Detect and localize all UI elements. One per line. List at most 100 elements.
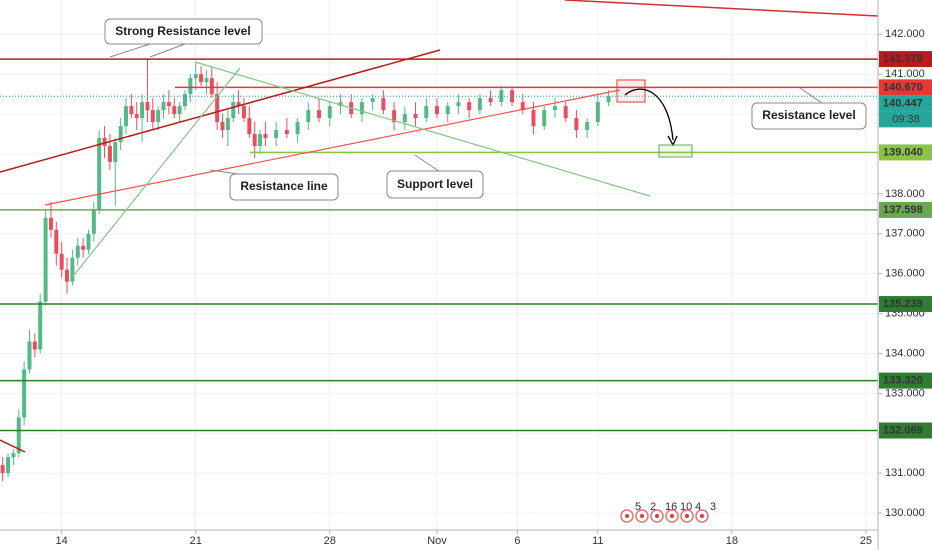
- candle-body: [488, 98, 493, 103]
- event-dot: [670, 514, 674, 518]
- candle-body: [574, 118, 579, 131]
- callout-text: Support level: [397, 177, 473, 191]
- event-dot: [700, 514, 704, 518]
- callout-box: [104, 18, 263, 45]
- candle-body: [0, 465, 5, 474]
- event-dot: [685, 514, 689, 518]
- candle-body: [166, 102, 171, 107]
- level-label-bg: [879, 201, 932, 218]
- candle-body: [145, 102, 150, 111]
- candle-body: [552, 106, 557, 111]
- candle-body: [220, 122, 225, 131]
- candle-body: [124, 106, 129, 127]
- event-count: 2: [650, 501, 656, 513]
- candle-body: [188, 78, 193, 95]
- candle-body: [65, 269, 70, 282]
- candle-body: [359, 102, 364, 115]
- x-tick-label: 25: [860, 535, 872, 547]
- candle-body: [295, 122, 300, 135]
- candle-body: [531, 110, 536, 127]
- level-label-bg: [879, 372, 932, 389]
- candle-body: [6, 457, 11, 474]
- candle-body: [38, 301, 43, 350]
- trend-line: [0, 439, 26, 453]
- level-label: 132.069: [883, 424, 923, 436]
- candle-body: [204, 78, 209, 83]
- event-dot: [625, 514, 629, 518]
- candle-body: [48, 217, 53, 230]
- candle-body: [563, 106, 568, 119]
- candle-body: [22, 369, 27, 418]
- candle-body: [274, 130, 279, 139]
- candle-body: [381, 98, 386, 111]
- callout-box: [386, 170, 484, 199]
- candle-body: [75, 245, 80, 258]
- candle-body: [59, 253, 64, 270]
- candle-body: [225, 118, 230, 131]
- candle-body: [477, 98, 482, 111]
- level-label-bg: [879, 79, 932, 96]
- candle-body: [118, 126, 123, 143]
- countdown-bg: [879, 111, 932, 128]
- candle-body: [595, 102, 600, 123]
- candle-body: [156, 110, 161, 123]
- candle-body: [231, 102, 236, 119]
- callout-box: [229, 173, 339, 201]
- candle-body: [161, 102, 166, 111]
- candle-body: [542, 110, 547, 127]
- level-label: 139.040: [883, 146, 923, 158]
- level-label-bg: [879, 95, 932, 112]
- trend-line: [0, 49, 441, 173]
- candle-body: [241, 106, 246, 119]
- level-label: 133.320: [883, 375, 923, 387]
- candle-body: [585, 122, 590, 131]
- candle-body: [434, 106, 439, 115]
- candle-body: [91, 209, 96, 234]
- candle-body: [193, 74, 198, 79]
- candle-body: [510, 90, 515, 103]
- level-label: 135.239: [883, 298, 923, 310]
- candle-body: [327, 106, 332, 119]
- candle-body: [54, 229, 59, 254]
- event-dot: [655, 514, 659, 518]
- axes: 130.000131.000132.000133.000134.000135.0…: [56, 28, 932, 547]
- candle-body: [284, 130, 289, 135]
- candle-body: [11, 453, 16, 458]
- level-label: 137.598: [883, 204, 923, 216]
- x-tick-label: 14: [56, 535, 68, 547]
- candle-body: [32, 341, 37, 350]
- candle-body: [263, 134, 268, 139]
- y-tick-label: 134.000: [885, 347, 925, 359]
- level-label-bg: [879, 51, 932, 68]
- countdown: 09:38: [892, 113, 920, 125]
- x-tick-label: 18: [726, 535, 738, 547]
- level-label-bg: [879, 422, 932, 439]
- candle-body: [247, 118, 252, 135]
- drawings: [0, 0, 879, 453]
- y-tick-label: 142.000: [885, 28, 925, 40]
- callout-text: Resistance line: [240, 179, 328, 193]
- trend-line: [69, 67, 241, 281]
- callout-pointer: [149, 43, 186, 58]
- level-label: 141.379: [883, 53, 923, 65]
- candle-body: [606, 96, 611, 103]
- candle-body: [467, 102, 472, 111]
- event-count: 4: [695, 501, 701, 513]
- x-tick-label: 28: [324, 535, 336, 547]
- candle-body: [258, 134, 263, 147]
- candle-body: [209, 78, 214, 95]
- candle-body: [413, 114, 418, 119]
- candle-body: [140, 102, 145, 119]
- grid: [0, 0, 878, 530]
- candle-body: [456, 102, 461, 107]
- callout-box: [751, 102, 867, 130]
- x-tick-label: Nov: [427, 535, 447, 547]
- candle-body: [252, 134, 257, 147]
- callout-pointer: [414, 154, 441, 173]
- event-count: 5: [635, 501, 641, 513]
- candle-body: [317, 110, 322, 119]
- callouts: Strong Resistance level Resistance line …: [104, 18, 867, 201]
- y-tick-label: 137.000: [885, 228, 925, 240]
- candle-body: [16, 417, 21, 454]
